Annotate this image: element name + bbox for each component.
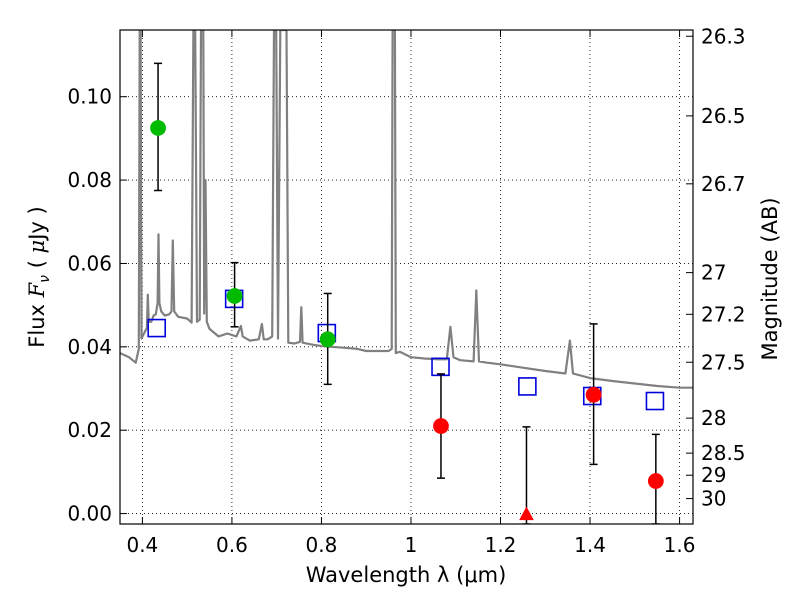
y-tick-label: 0.08: [67, 168, 112, 192]
y-tick-label: 0.06: [67, 251, 112, 275]
axes-frame: [119, 29, 694, 525]
y-axis-label-subscript: ν: [37, 275, 53, 283]
magnitude-tick-label: 26.5: [701, 104, 746, 128]
x-tick-label: 1: [405, 533, 418, 557]
magnitude-tick-label: 28.5: [701, 441, 746, 465]
x-tick-label: 0.8: [306, 533, 338, 557]
magnitude-tick-label: 26.3: [701, 24, 746, 48]
data-point-red: [647, 473, 664, 489]
y-axis-label-symbol: F: [25, 281, 49, 298]
upper-limit-triangle: [519, 506, 534, 521]
y-axis-label-pre: Flux: [25, 297, 49, 347]
spectrum-line: [120, 30, 693, 389]
magnitude-tick-label: 28: [701, 406, 726, 430]
model-photometry-square: [147, 318, 167, 338]
plot-area: [120, 30, 693, 524]
y-tick-label: 0.02: [67, 418, 112, 442]
x-tick-label: 1.4: [574, 533, 606, 557]
x-tick-label: 1.2: [485, 533, 517, 557]
magnitude-tick-label: 27: [701, 261, 726, 285]
x-axis-label: Wavelength λ (μm): [306, 563, 507, 587]
y-axis-label: Flux Fν ( μJy ): [25, 206, 53, 347]
tick-labels: 0.4 0.6 0.8 1 1.2 1.4 1.6 0.00 0.02 0.04 0.06 0.08 0…: [67, 24, 745, 557]
data-point-green: [150, 120, 166, 136]
y-axis-label-post: Jy ): [25, 206, 49, 242]
right-axis-label: Magnitude (AB): [758, 197, 782, 360]
magnitude-tick-label: 30: [701, 487, 726, 511]
tick-marks: [120, 30, 693, 524]
x-tick-label: 0.6: [216, 533, 248, 557]
x-tick-label: 1.6: [664, 533, 696, 557]
magnitude-tick-label: 27.2: [701, 302, 746, 326]
model-photometry-square: [645, 391, 665, 411]
x-tick-label: 0.4: [126, 533, 158, 557]
magnitude-tick-label: 26.7: [701, 172, 746, 196]
data-point-green: [226, 288, 243, 304]
data-point-green: [319, 331, 336, 348]
y-tick-label: 0.04: [67, 335, 112, 359]
y-tick-label: 0.00: [67, 502, 112, 526]
data-point-red: [433, 418, 449, 434]
y-tick-label: 0.10: [67, 85, 112, 109]
magnitude-tick-label: 29: [701, 463, 726, 487]
magnitude-tick-label: 27.5: [701, 350, 746, 374]
model-photometry-square: [518, 377, 537, 396]
data-point-red: [585, 386, 602, 403]
y-axis-label-mu: μ: [25, 240, 49, 254]
y-axis-label-mid: (: [25, 253, 49, 275]
